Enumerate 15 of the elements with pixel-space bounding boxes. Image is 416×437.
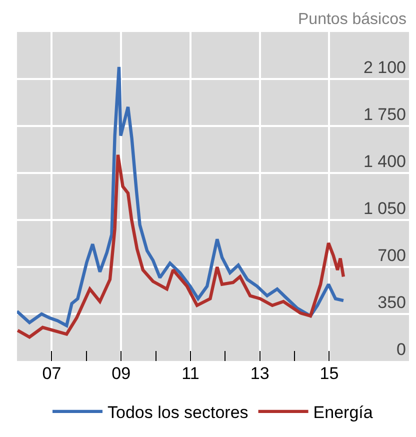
legend-label: Todos los sectores: [108, 403, 248, 422]
x-tick-label: 09: [112, 364, 131, 383]
legend-label: Energía: [313, 403, 374, 422]
y-tick-label: 350: [378, 293, 406, 312]
y-tick-label: 700: [378, 246, 406, 266]
x-tick-label: 07: [42, 364, 62, 383]
x-tick-label: 15: [320, 364, 339, 383]
x-tick-label: 11: [182, 364, 200, 383]
y-tick-label: 2 100: [363, 58, 406, 78]
y-axis-title: Puntos básicos: [298, 11, 407, 28]
y-tick-label: 1 050: [363, 199, 406, 218]
y-tick-label: 1 750: [363, 105, 406, 124]
y-tick-label: 0: [396, 340, 406, 360]
y-tick-label: 1 400: [363, 152, 406, 172]
x-tick-label: 13: [250, 364, 270, 383]
